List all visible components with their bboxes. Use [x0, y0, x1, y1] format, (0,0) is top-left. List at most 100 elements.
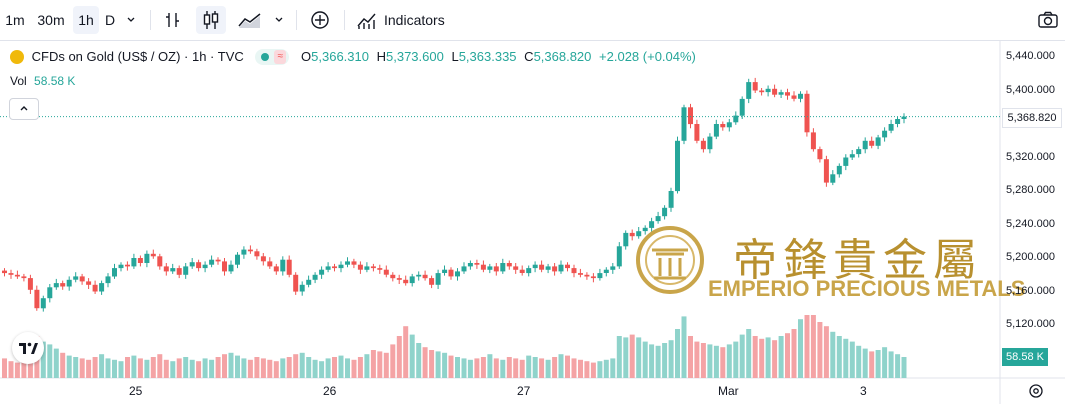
- candle-body: [189, 262, 195, 267]
- interval-1h[interactable]: 1h: [73, 6, 99, 34]
- volume-bar: [785, 333, 790, 378]
- volume-bar: [804, 315, 810, 378]
- candle-body: [92, 284, 98, 292]
- volume-bar: [112, 359, 117, 378]
- volume-bar: [765, 337, 771, 378]
- volume-bar: [836, 336, 842, 378]
- volume-bar: [442, 352, 448, 378]
- candle-body: [170, 268, 176, 272]
- volume-bar: [377, 351, 383, 378]
- candle-body: [377, 268, 383, 270]
- candle-body: [616, 246, 622, 267]
- volume-bar: [137, 358, 143, 378]
- volume-bar: [183, 357, 189, 378]
- volume-bar: [616, 336, 622, 378]
- candle-body: [888, 124, 894, 131]
- candle-body: [14, 274, 20, 277]
- tradingview-logo-icon[interactable]: [12, 332, 44, 364]
- candle-body: [474, 263, 480, 265]
- candle-body: [700, 140, 706, 150]
- chart-grid: [0, 40, 1065, 404]
- volume-bar: [688, 336, 693, 378]
- candle-body: [862, 140, 868, 150]
- volume-bar: [791, 329, 797, 378]
- candle-body: [163, 266, 169, 272]
- indicators-button[interactable]: Indicators: [356, 6, 456, 34]
- volume-bar: [662, 343, 668, 378]
- indicators-icon: [357, 13, 376, 30]
- candle-body: [319, 269, 325, 275]
- volume-bar: [86, 359, 92, 378]
- candle-body: [571, 268, 577, 274]
- candle-body: [629, 232, 635, 237]
- volume-bar: [280, 358, 286, 378]
- volume-bar: [603, 359, 609, 378]
- compare-add-icon[interactable]: [305, 6, 335, 34]
- candle-body: [435, 273, 441, 285]
- candle-body: [267, 261, 273, 267]
- candle-body: [584, 274, 590, 277]
- interval-30m[interactable]: 30m: [37, 12, 65, 28]
- candle-body: [403, 279, 409, 284]
- candle-body: [260, 256, 266, 262]
- volume-bar: [370, 350, 376, 378]
- candle-body: [118, 264, 124, 269]
- interval-d[interactable]: D: [104, 12, 116, 28]
- volume-bar: [493, 358, 499, 378]
- candle-body: [325, 266, 331, 270]
- volume-bar: [228, 352, 234, 378]
- volume-bar: [409, 334, 415, 378]
- candle-body: [467, 263, 473, 267]
- price-tick-label: 5,240.000: [1006, 218, 1055, 230]
- volume-bar: [189, 359, 195, 378]
- candle-body: [429, 278, 435, 285]
- volume-legend: Vol 58.58 K: [10, 74, 75, 88]
- candlestick-style-icon[interactable]: [196, 6, 226, 34]
- volume-bar: [506, 357, 512, 378]
- area-chart-style-icon[interactable]: [236, 6, 264, 34]
- settings-gear-icon[interactable]: [1027, 382, 1045, 400]
- candle-body: [869, 140, 875, 146]
- candle-body: [655, 216, 661, 222]
- volume-bar: [345, 358, 350, 378]
- volume-bar: [92, 357, 98, 378]
- volume-bar: [565, 355, 570, 378]
- candle-body: [422, 274, 428, 279]
- volume-bar: [254, 357, 260, 378]
- candle-body: [856, 149, 862, 155]
- chart-style-dropdown-icon[interactable]: [270, 6, 288, 34]
- volume-bar: [448, 355, 454, 378]
- candle-body: [500, 263, 506, 272]
- interval-1m[interactable]: 1m: [5, 12, 25, 28]
- volume-bar: [869, 351, 875, 378]
- candle-body: [280, 259, 286, 272]
- candle-body: [590, 276, 596, 279]
- volume-bar: [99, 354, 105, 378]
- candle-body: [293, 274, 299, 292]
- candle-body: [623, 232, 629, 247]
- candle-body: [772, 88, 778, 95]
- toolbar-divider: [150, 10, 151, 30]
- price-tick-label: 5,440.000: [1006, 50, 1055, 62]
- volume-bar: [862, 348, 868, 378]
- candle-body: [513, 266, 519, 270]
- symbol-name[interactable]: CFDs on Gold (US$ / OZ) · 1h · TVC: [31, 49, 244, 65]
- candle-body: [241, 249, 247, 255]
- candle-body: [875, 137, 881, 146]
- volume-bar: [629, 334, 635, 378]
- volume-bar: [73, 357, 79, 378]
- camera-icon[interactable]: [1034, 6, 1062, 34]
- volume-bar: [293, 354, 299, 378]
- candle-body: [73, 276, 79, 280]
- volume-bar: [882, 347, 888, 378]
- market-status-icon: ≈: [255, 48, 290, 65]
- volume-bar: [875, 350, 881, 378]
- volume-value: 58.58 K: [34, 74, 76, 88]
- candle-body: [254, 251, 260, 257]
- interval-dropdown-icon[interactable]: [122, 6, 140, 34]
- bar-style-icon[interactable]: [160, 6, 186, 34]
- candle-body: [86, 281, 92, 285]
- collapse-legend-button[interactable]: [9, 98, 39, 120]
- candle-body: [778, 92, 784, 95]
